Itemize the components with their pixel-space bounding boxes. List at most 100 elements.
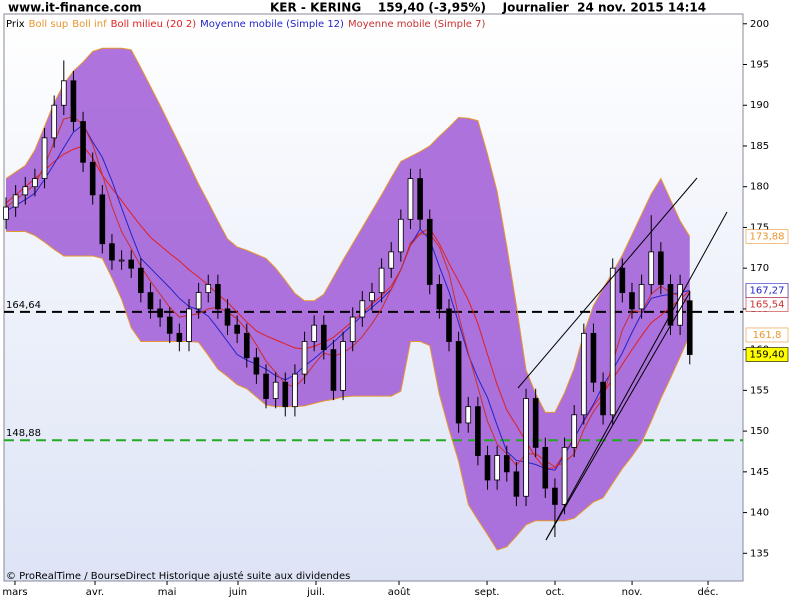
footer-note: © ProRealTime / BourseDirect Historique …	[6, 570, 350, 582]
candle-body	[205, 284, 212, 294]
last-value-label: 173,88	[750, 232, 785, 243]
candle-body	[138, 267, 144, 294]
candle-body	[166, 316, 173, 334]
candle-body	[109, 243, 115, 261]
legend-entry: Boll inf	[72, 19, 107, 30]
trend-line	[545, 291, 691, 541]
candle-body	[658, 251, 664, 285]
candle-body	[224, 308, 231, 326]
candle-body	[215, 284, 221, 310]
legend-entry: Boll sup	[29, 19, 69, 30]
last-value-label: 161,8	[753, 330, 782, 341]
trend-line	[517, 177, 698, 389]
chart-header: KER - KERING 159,40 (-3,95%) Journalier …	[270, 1, 706, 15]
y-tick-label: 145	[750, 467, 769, 478]
candle-body	[446, 308, 452, 342]
candle-body	[523, 398, 529, 497]
y-tick-label: 175	[750, 222, 769, 233]
last-value-box	[745, 297, 789, 312]
candle-body	[282, 381, 289, 408]
candle-body	[359, 300, 366, 318]
x-tick-label: déc.	[697, 586, 718, 598]
level-label: 148,88	[6, 428, 41, 439]
candle-body	[581, 332, 587, 416]
candle-body	[99, 194, 106, 245]
candle-body	[484, 455, 491, 481]
legend-entry: Prix	[6, 19, 25, 30]
candle-body	[686, 300, 693, 355]
last-value-box	[745, 229, 789, 244]
level-label: 164,64	[6, 300, 41, 311]
y-tick-label: 170	[750, 263, 769, 274]
candle-body	[475, 406, 481, 456]
candle-body	[3, 206, 9, 220]
candle-body	[455, 341, 462, 424]
y-tick-label: 180	[750, 182, 769, 193]
legend-entry: Moyenne mobile (Simple 12)	[200, 19, 344, 30]
candle-body	[465, 406, 472, 424]
candle-body	[118, 259, 125, 262]
y-tick-label: 155	[750, 385, 769, 396]
bollinger-band-fill	[6, 48, 690, 551]
candle-body	[677, 284, 683, 326]
candle-body	[388, 251, 395, 269]
plot: 164,64 148,88	[3, 47, 743, 551]
candle-body	[22, 186, 29, 196]
candle-body	[157, 308, 163, 318]
y-tick-label: 140	[750, 508, 769, 519]
candle-body	[590, 332, 597, 383]
candle-body	[263, 373, 269, 399]
candle-body	[552, 487, 558, 505]
candle-body	[398, 218, 404, 253]
site-name: www.it-finance.com	[8, 1, 142, 15]
candle-body	[12, 194, 19, 208]
candle-body	[51, 104, 57, 139]
candle-body	[243, 332, 250, 359]
candle-body	[532, 398, 539, 448]
candle-body	[311, 324, 317, 342]
trend-line	[545, 211, 728, 541]
candle-body	[503, 455, 510, 473]
candle-body	[89, 161, 96, 196]
candle-body	[253, 357, 260, 375]
trend-lines	[517, 177, 728, 541]
candle-body	[648, 251, 655, 285]
candle-body	[407, 178, 414, 220]
candle-body	[629, 292, 635, 310]
candle-body	[369, 292, 375, 302]
candle-body	[176, 332, 183, 342]
x-tick-label: avr.	[86, 587, 104, 598]
candle-body	[60, 80, 67, 106]
candle-body	[436, 284, 443, 310]
last-value-label: 165,54	[750, 300, 785, 311]
candle-body	[41, 137, 48, 179]
candle-body	[349, 316, 356, 342]
candle-body	[32, 178, 38, 188]
candle-body	[195, 292, 202, 310]
y-tick-label: 185	[750, 141, 769, 152]
candle-body	[234, 324, 240, 334]
x-tick-label: mai	[158, 587, 177, 598]
candle-body	[272, 381, 279, 399]
y-tick-label: 195	[750, 60, 769, 71]
candle-body	[301, 341, 308, 375]
indicator-line	[5, 116, 691, 468]
legend-entry: Boll milieu (20 2)	[111, 19, 197, 30]
x-tick-label: sept.	[475, 587, 500, 598]
candle-body	[147, 292, 154, 310]
x-tick-label: juil.	[306, 587, 325, 598]
x-tick-label: nov.	[622, 587, 643, 598]
candle-body	[619, 267, 626, 294]
y-tick-label: 135	[750, 548, 769, 559]
candle-body	[80, 121, 86, 163]
last-value-box	[745, 327, 789, 343]
candle-body	[128, 259, 135, 269]
candle-body	[417, 178, 423, 220]
candle-body	[340, 341, 346, 391]
x-tick-label: août	[388, 586, 411, 598]
candle-body	[186, 308, 192, 342]
candle-body	[494, 455, 500, 481]
y-tick-label: 190	[750, 100, 769, 111]
candle-body	[321, 324, 327, 351]
candle-body	[561, 446, 568, 505]
